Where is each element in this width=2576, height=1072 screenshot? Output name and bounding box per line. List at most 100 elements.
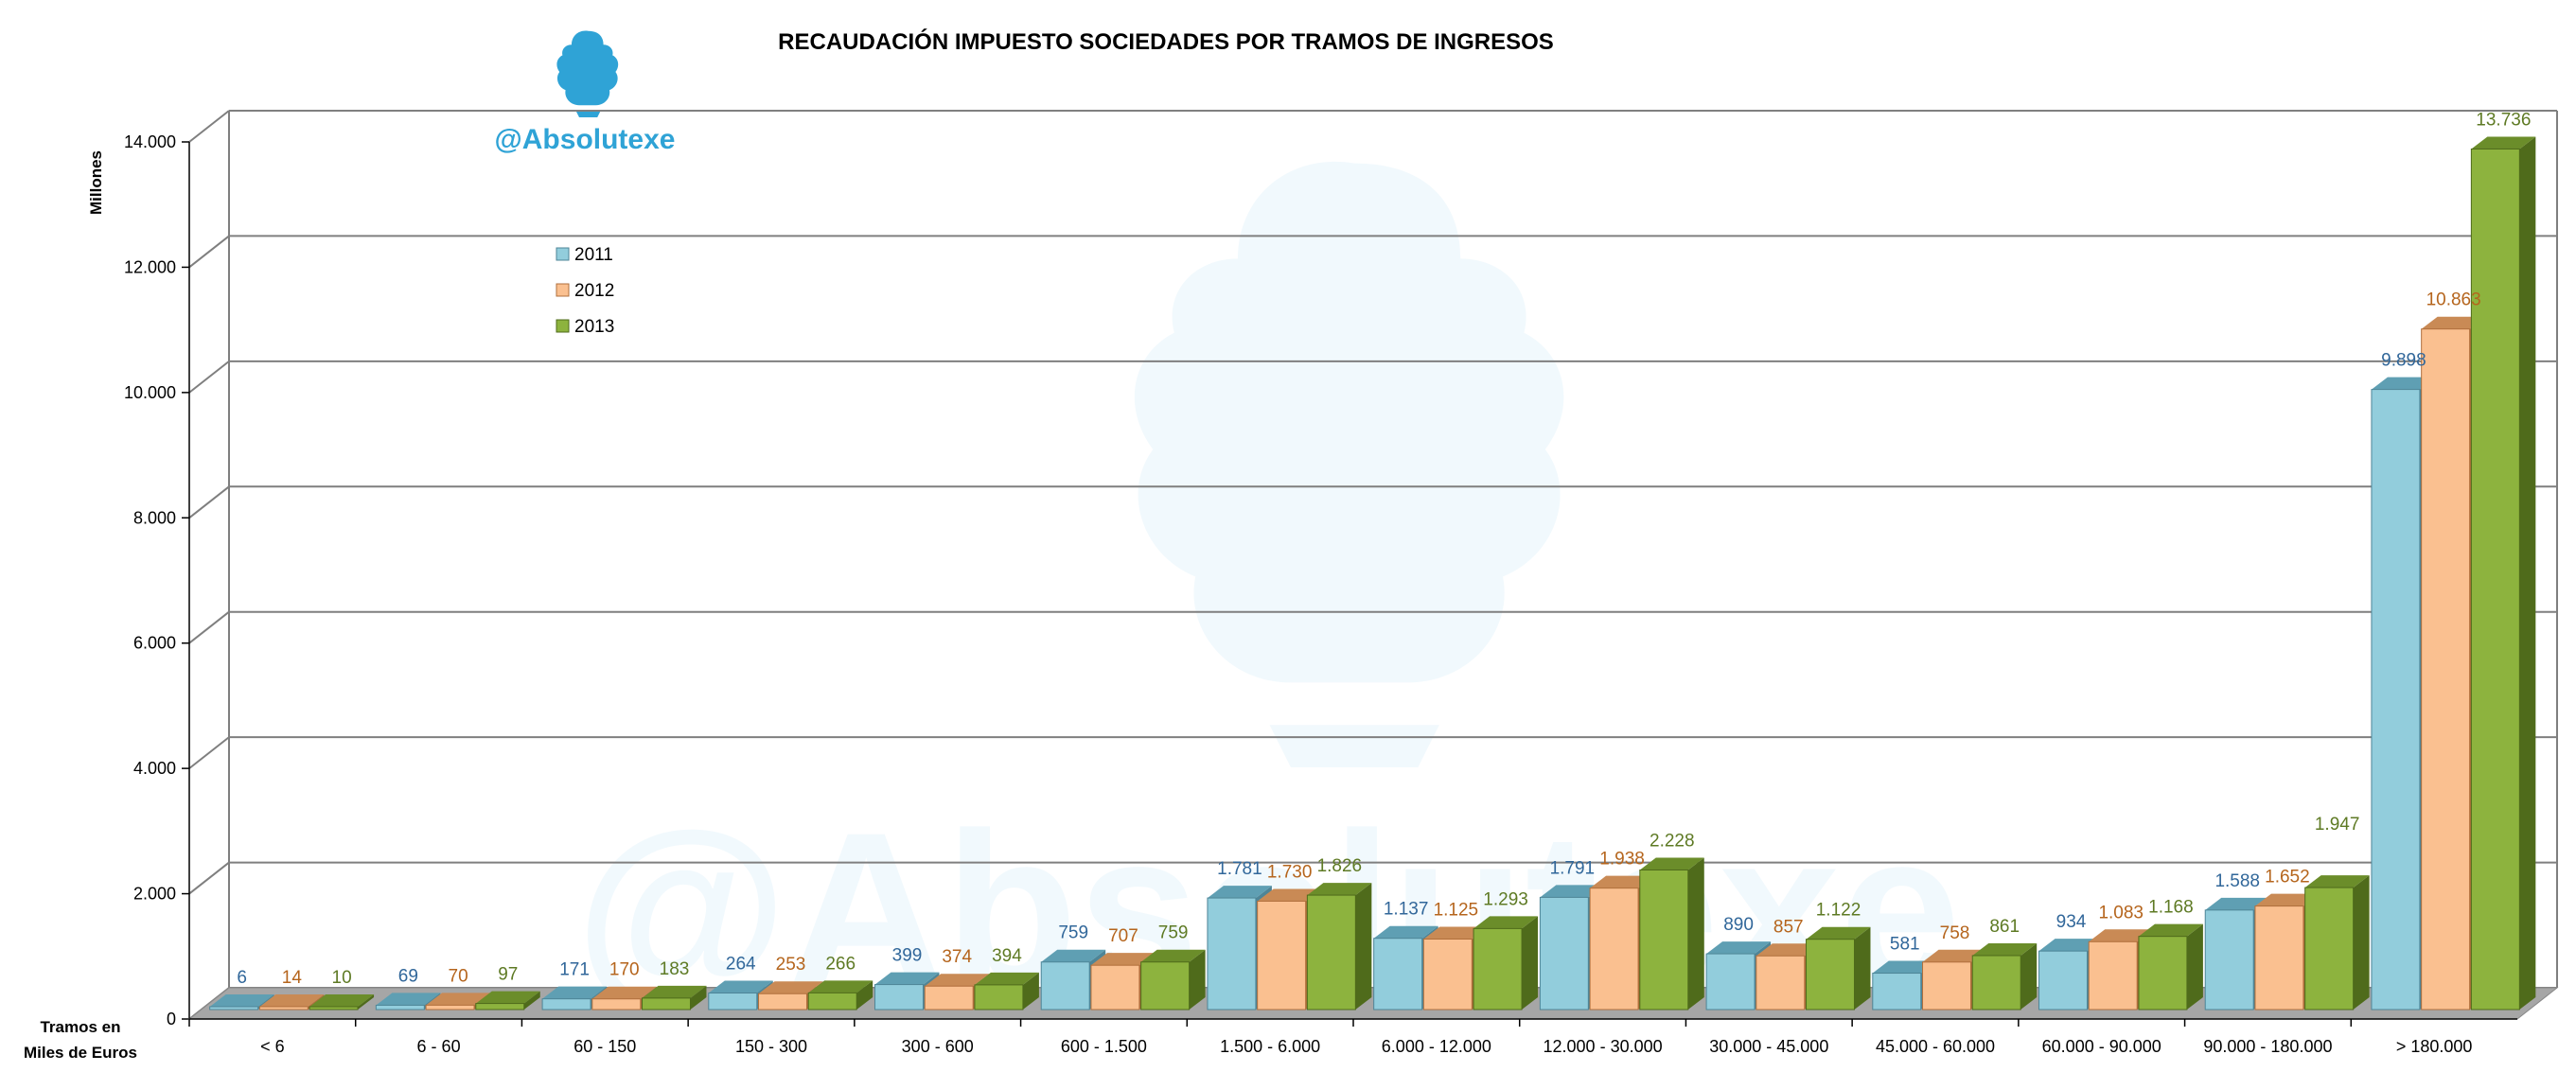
bar <box>1257 900 1307 1010</box>
data-label: 861 <box>1989 917 2020 937</box>
bar <box>375 1004 425 1010</box>
y-tick-label: 0 <box>167 1010 176 1028</box>
x-tick-label: 1.500 - 6.000 <box>1220 1037 1320 1056</box>
data-label: 97 <box>498 965 518 985</box>
x-tick-label: 60 - 150 <box>573 1037 636 1056</box>
data-label: 1.947 <box>2315 815 2360 835</box>
bar-top <box>1706 941 1772 955</box>
bar-top <box>1639 857 1704 870</box>
bar <box>2204 909 2254 1010</box>
y-tick-label: 12.000 <box>124 257 176 276</box>
data-labels: 6 14 10 69 70 97 171 170 183 264 253 266 399 374 394 75… <box>237 110 2531 988</box>
x-tick-label: > 180.000 <box>2396 1037 2473 1056</box>
legend-label: 2012 <box>574 281 614 301</box>
data-label: 1.125 <box>1434 901 1479 921</box>
bar-top <box>259 994 325 1007</box>
data-label: 253 <box>776 955 806 975</box>
bar <box>924 985 974 1010</box>
data-label: 10 <box>332 968 352 988</box>
logo-handle: @Absolutexe <box>495 124 676 155</box>
bar <box>1922 961 1971 1010</box>
data-label: 69 <box>398 966 418 986</box>
gridline-side <box>188 861 230 895</box>
x-tick-label: 600 - 1.500 <box>1061 1037 1147 1056</box>
bar-top <box>1540 885 1605 898</box>
bar-side <box>1522 916 1539 1010</box>
bar-top <box>1257 888 1322 902</box>
legend-swatch <box>556 247 570 261</box>
bar-top <box>309 994 375 1007</box>
bar <box>1539 896 1589 1010</box>
bar <box>425 1004 475 1010</box>
bar-top <box>925 974 990 987</box>
data-label: 1.938 <box>1599 850 1645 870</box>
legend-swatch <box>556 319 570 333</box>
data-label: 759 <box>1058 923 1088 943</box>
bar <box>2371 389 2421 1010</box>
bar <box>591 998 642 1010</box>
bar-top <box>426 993 491 1006</box>
bar-side <box>1022 972 1039 1010</box>
data-label: 13.736 <box>2476 110 2531 130</box>
y-tick-label: 4.000 <box>133 759 176 778</box>
data-label: 1.730 <box>1267 862 1313 882</box>
bar <box>258 1006 309 1010</box>
bar <box>874 984 924 1010</box>
bar-top <box>758 981 823 994</box>
y-tick-label: 10.000 <box>124 383 176 402</box>
bar <box>2421 328 2471 1010</box>
data-label: 266 <box>825 954 856 974</box>
bar-top <box>2371 377 2436 390</box>
bar <box>1705 953 1756 1010</box>
bar <box>1207 897 1257 1010</box>
chart-title: RECAUDACIÓN IMPUESTO SOCIEDADES POR TRAM… <box>778 28 1554 55</box>
bar-side <box>2519 136 2536 1010</box>
bar-side <box>1189 949 1206 1010</box>
bar <box>475 1003 525 1010</box>
watermark-griffin-icon <box>1134 161 1564 768</box>
y-tick-label: 14.000 <box>124 132 176 151</box>
data-label: 1.781 <box>1217 859 1262 879</box>
bar-top <box>1140 949 1206 962</box>
data-label: 1.826 <box>1317 856 1363 876</box>
bar-side <box>2186 923 2203 1010</box>
bar-top <box>2089 929 2154 942</box>
griffin-icon <box>556 30 619 117</box>
bar-top <box>542 986 608 999</box>
bar <box>807 992 857 1010</box>
bar-top <box>2038 939 2104 952</box>
data-label: 759 <box>1158 923 1189 943</box>
gridline-side <box>188 736 230 769</box>
bar <box>1639 869 1689 1010</box>
x-tick-label: 12.000 - 30.000 <box>1544 1037 1663 1056</box>
y-axis-title: Millones <box>87 150 105 215</box>
gridline-side <box>188 235 230 269</box>
bar-top <box>1207 886 1272 899</box>
bar-top <box>1756 943 1821 957</box>
y-tick-label: 2.000 <box>133 885 176 904</box>
bar <box>1422 939 1473 1010</box>
bar-side <box>2353 875 2370 1010</box>
bar <box>2138 936 2188 1010</box>
data-label: 1.588 <box>2214 871 2260 891</box>
bar-top <box>1423 926 1489 940</box>
bar-top <box>591 986 657 999</box>
data-label: 9.898 <box>2381 351 2426 371</box>
bar-top <box>1972 942 2038 956</box>
data-label: 1.137 <box>1384 900 1429 920</box>
bar <box>209 1006 259 1010</box>
data-label: 14 <box>282 968 303 988</box>
bar <box>708 993 758 1010</box>
bar <box>1806 939 1855 1010</box>
bar <box>1090 964 1140 1010</box>
x-tick-label: 60.000 - 90.000 <box>2042 1037 2161 1056</box>
gridline-side <box>188 360 230 394</box>
bar-top <box>1090 953 1156 966</box>
bar-top <box>2205 897 2270 910</box>
bar <box>1040 961 1090 1010</box>
bar-side <box>523 991 540 1010</box>
x-tick-label: 6.000 - 12.000 <box>1382 1037 1491 1056</box>
data-label: 1.168 <box>2148 898 2194 918</box>
